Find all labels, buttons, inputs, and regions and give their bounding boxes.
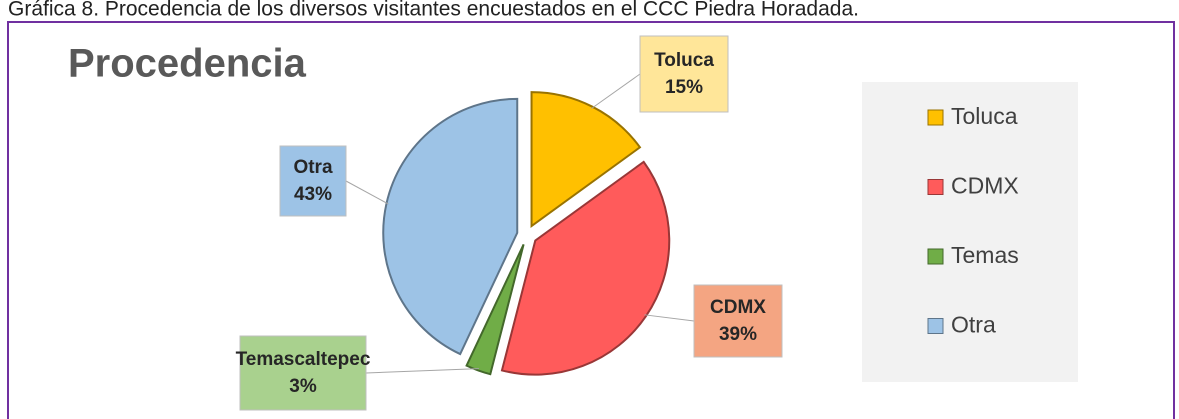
- legend-panel: [862, 82, 1078, 382]
- leader-line: [365, 368, 479, 374]
- leader-line: [591, 73, 641, 109]
- pie-slice: [500, 160, 671, 376]
- leader-line: [345, 180, 389, 205]
- legend-swatch: [927, 109, 944, 126]
- data-label-name: Toluca: [654, 50, 714, 71]
- pie-slice: [382, 97, 519, 356]
- legend-label: Toluca: [951, 103, 1018, 129]
- pie-slice: [530, 91, 642, 229]
- data-label-box: [279, 145, 347, 217]
- legend-label: Otra: [951, 312, 996, 338]
- data-label-value: 39%: [719, 324, 757, 345]
- legend-swatch: [927, 318, 944, 334]
- data-label-box: [239, 335, 367, 411]
- data-label-name: Temascaltepec: [236, 349, 371, 370]
- data-label-value: 43%: [294, 184, 332, 205]
- legend-swatch: [927, 179, 944, 195]
- chart-title: Procedencia: [68, 42, 307, 86]
- data-label-name: CDMX: [710, 297, 766, 318]
- data-label-name: Otra: [293, 157, 333, 178]
- legend-swatch: [927, 248, 944, 265]
- data-label-value: 3%: [289, 376, 317, 397]
- pie-slice: [465, 243, 525, 376]
- leader-line: [644, 314, 695, 322]
- data-label-value: 15%: [665, 77, 703, 98]
- data-label-box: [693, 284, 783, 358]
- legend-label: Temas: [951, 242, 1019, 268]
- data-label-box: [639, 35, 729, 113]
- caption: Gráfica 8. Procedencia de los diversos v…: [8, 0, 859, 21]
- legend-label: CDMX: [951, 173, 1019, 199]
